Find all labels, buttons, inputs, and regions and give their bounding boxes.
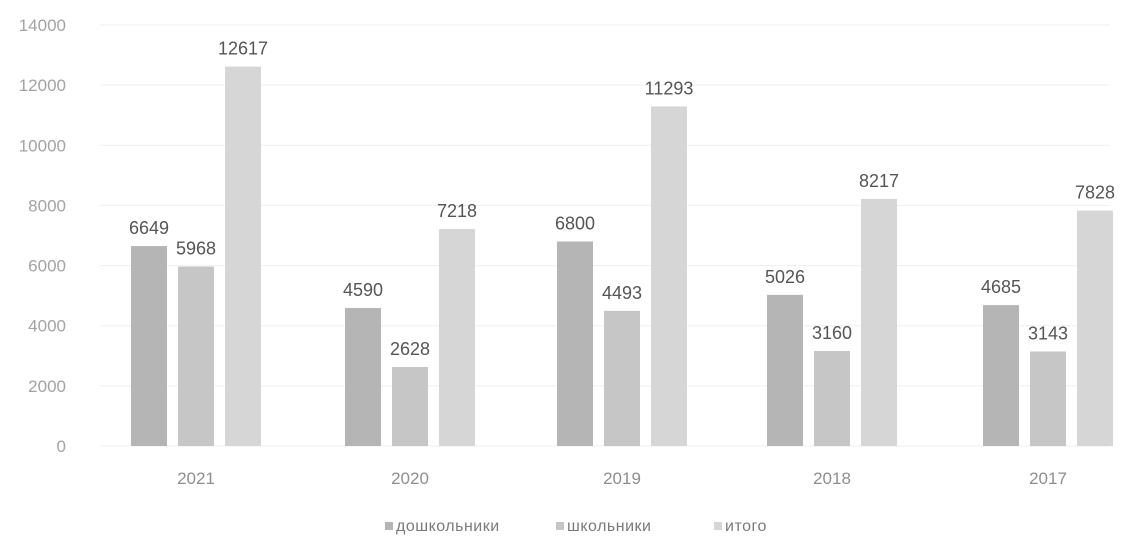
y-tick-label: 12000 (19, 76, 66, 95)
data-label: 8217 (859, 171, 899, 191)
bar-дошкольники-2019 (557, 241, 593, 446)
bar-школьники-2017 (1030, 351, 1066, 446)
x-tick-label: 2021 (177, 469, 215, 488)
legend-label: итого (725, 518, 767, 535)
y-tick-label: 6000 (28, 257, 66, 276)
legend-swatch (714, 522, 722, 530)
legend-label: школьники (567, 518, 651, 535)
data-label: 3160 (812, 323, 852, 343)
bars (131, 66, 1113, 447)
data-labels: 6649 5968 12617 4590 2628 7218 6800 4493 11293 50… (129, 39, 1115, 359)
legend-swatch (556, 522, 564, 530)
data-label: 4493 (602, 283, 642, 303)
data-label: 7218 (437, 201, 477, 221)
data-label: 11293 (645, 78, 694, 98)
y-tick-label: 4000 (28, 317, 66, 336)
bar-итого-2019 (651, 106, 687, 447)
data-label: 6800 (555, 214, 595, 234)
data-label: 2628 (390, 339, 430, 359)
data-label: 12617 (218, 39, 268, 59)
bar-итого-2018 (861, 198, 897, 446)
data-label: 6649 (129, 218, 169, 238)
bar-итого-2017 (1077, 210, 1113, 446)
legend: дошкольники школьники итого (385, 518, 767, 535)
x-tick-label: 2019 (603, 469, 641, 488)
bar-дошкольники-2017 (983, 305, 1019, 446)
bar-школьники-2018 (814, 350, 850, 446)
data-label: 3143 (1028, 323, 1068, 343)
data-label: 5026 (765, 267, 805, 287)
data-label: 4685 (981, 277, 1021, 297)
bar-школьники-2019 (604, 310, 640, 446)
bar-итого-2021 (225, 66, 261, 447)
bar-дошкольники-2018 (767, 294, 803, 446)
y-tick-label: 10000 (19, 136, 66, 155)
y-tick-label: 0 (57, 437, 66, 456)
legend-swatch (385, 522, 393, 530)
data-label: 7828 (1075, 183, 1115, 203)
y-axis: 0 2000 4000 6000 8000 10000 12000 14000 (19, 16, 66, 456)
y-tick-label: 14000 (19, 16, 66, 35)
y-tick-label: 8000 (28, 196, 66, 215)
bar-школьники-2021 (178, 266, 214, 446)
x-axis: 2021 2020 2019 2018 2017 (177, 469, 1067, 488)
legend-label: дошкольники (396, 518, 500, 535)
y-tick-label: 2000 (28, 377, 66, 396)
bar-дошкольники-2021 (131, 246, 167, 446)
data-label: 4590 (343, 280, 383, 300)
bar-итого-2020 (439, 228, 475, 446)
x-tick-label: 2017 (1029, 469, 1067, 488)
x-tick-label: 2020 (391, 469, 429, 488)
data-label: 5968 (176, 239, 216, 259)
bar-дошкольники-2020 (345, 307, 381, 446)
x-tick-label: 2018 (813, 469, 851, 488)
bar-школьники-2020 (392, 366, 428, 446)
